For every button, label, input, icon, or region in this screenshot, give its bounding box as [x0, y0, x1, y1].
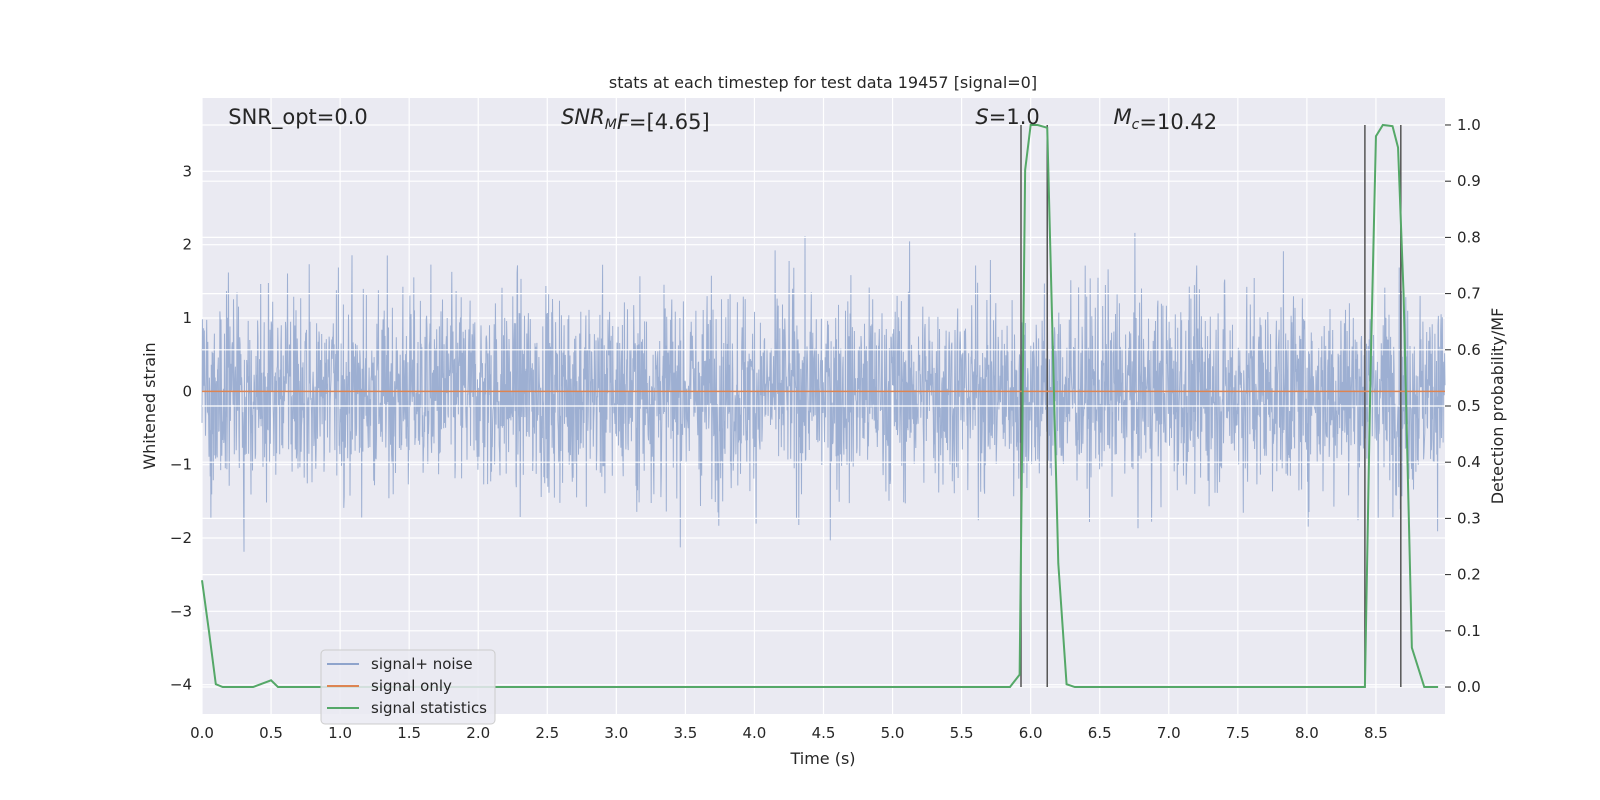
x-tick-label: 5.0 — [881, 724, 905, 742]
y2-tick-label: 0.9 — [1457, 172, 1481, 190]
y-axis-label: Whitened strain — [140, 342, 159, 469]
y2-tick-label: 0.2 — [1457, 566, 1481, 584]
x-tick-label: 3.5 — [673, 724, 697, 742]
x-tick-label: 7.5 — [1226, 724, 1250, 742]
x-tick-label: 2.5 — [535, 724, 559, 742]
annotation-snr_mf: SNRMF=[4.65] — [561, 105, 710, 134]
y2-tick-label: 0.6 — [1457, 341, 1481, 359]
y-tick-label: 2 — [182, 236, 192, 254]
y2-tick-label: 0.4 — [1457, 453, 1481, 471]
chart-title: stats at each timestep for test data 194… — [609, 73, 1037, 92]
y2-axis-ticks: 0.0 0.1 0.2 0.3 0.4 0.5 0.6 0.7 0.8 0.9 1.0 — [1445, 116, 1481, 696]
y2-tick-label: 0.1 — [1457, 622, 1481, 640]
y-tick-label: 1 — [182, 309, 192, 327]
x-tick-label: 0.0 — [190, 724, 214, 742]
y2-tick-label: 0.0 — [1457, 678, 1481, 696]
y2-tick-label: 0.8 — [1457, 228, 1481, 246]
legend-label-signal-only: signal only — [371, 677, 452, 695]
x-tick-label: 8.5 — [1364, 724, 1388, 742]
x-tick-label: 5.5 — [950, 724, 974, 742]
annotations: SNR_opt=0.0 SNRMF=[4.65] S=1.0 Mc=10.42 — [228, 105, 1217, 134]
annotation-snr_opt: SNR_opt=0.0 — [228, 105, 368, 130]
y-tick-label: −1 — [170, 456, 192, 474]
x-axis-label: Time (s) — [789, 749, 855, 768]
x-tick-label: 4.5 — [812, 724, 836, 742]
x-tick-label: 4.0 — [743, 724, 767, 742]
legend-box — [320, 649, 496, 725]
y2-tick-label: 0.5 — [1457, 397, 1481, 415]
x-tick-label: 7.0 — [1157, 724, 1181, 742]
y-tick-label: −4 — [170, 676, 192, 694]
annotation-mc_val: Mc=10.42 — [1114, 105, 1218, 134]
x-tick-label: 1.5 — [397, 724, 421, 742]
y2-tick-label: 0.3 — [1457, 509, 1481, 527]
y-tick-label: 0 — [182, 382, 192, 400]
signal-statistics-line — [201, 123, 1439, 689]
series-lines — [201, 123, 1445, 689]
x-tick-label: 6.5 — [1088, 724, 1112, 742]
y-axis-ticks: −4 −3 −2 −1 0 1 2 3 — [170, 162, 192, 693]
legend-label-signal-statistics: signal statistics — [371, 699, 487, 717]
x-tick-label: 6.0 — [1019, 724, 1043, 742]
y2-axis-label: Detection probability/MF — [1488, 308, 1507, 505]
y-tick-label: −3 — [170, 602, 192, 620]
y2-tick-label: 0.7 — [1457, 285, 1481, 303]
annotation-s_val: S=1.0 — [975, 105, 1039, 129]
x-tick-label: 2.0 — [466, 724, 490, 742]
y2-tick-label: 1.0 — [1457, 116, 1481, 134]
x-tick-label: 0.5 — [259, 724, 283, 742]
y-tick-label: −2 — [170, 529, 192, 547]
x-tick-label: 1.0 — [328, 724, 352, 742]
y-tick-label: 3 — [182, 162, 192, 180]
x-tick-label: 3.0 — [604, 724, 628, 742]
x-axis-ticks: 0.0 0.5 1.0 1.5 2.0 2.5 3.0 3.5 4.0 4.5 5.0 5.5 6.0 6… — [190, 724, 1388, 742]
x-tick-label: 8.0 — [1295, 724, 1319, 742]
legend: signal+ noise signal only signal statist… — [320, 649, 496, 725]
legend-label-signal-noise: signal+ noise — [371, 655, 473, 673]
